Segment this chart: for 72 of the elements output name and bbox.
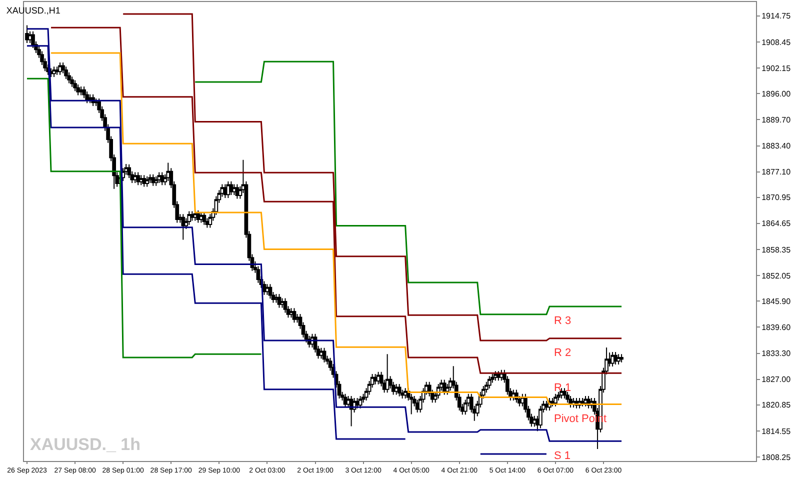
candlestick	[487, 376, 492, 389]
series-label: R 1	[554, 382, 572, 394]
y-tick-label: 1883.40	[762, 142, 792, 151]
series-label: S 1	[554, 450, 571, 462]
candlestick	[25, 24, 29, 44]
candlestick	[385, 354, 390, 394]
y-tick-label: 1889.70	[762, 115, 792, 124]
candlestick	[160, 172, 164, 186]
candlestick	[397, 383, 402, 397]
candlestick	[283, 298, 288, 314]
candlestick	[154, 176, 158, 186]
y-tick-label: 1870.95	[762, 193, 792, 202]
y-tick-label: 1864.65	[762, 219, 792, 228]
y-tick-label: 1902.15	[762, 64, 792, 73]
candlestick	[277, 294, 282, 308]
candlestick	[280, 298, 284, 308]
candlestick	[127, 164, 132, 179]
series-label: R 2	[554, 347, 572, 359]
y-tick-label: 1839.60	[762, 322, 792, 332]
y-tick-label: 1845.90	[762, 296, 792, 306]
series-label: R 3	[554, 315, 572, 327]
candlestick	[289, 308, 294, 318]
candlestick	[349, 395, 354, 427]
candlestick	[616, 354, 620, 365]
y-tick-label: 1808.25	[762, 452, 792, 462]
candlestick	[532, 415, 536, 428]
y-tick-label: 1877.10	[762, 168, 792, 177]
candlestick	[139, 174, 144, 186]
candlestick	[145, 176, 150, 188]
candlestick	[268, 284, 272, 300]
y-tick-label: 1908.45	[762, 38, 792, 47]
candlestick	[136, 172, 140, 186]
candlestick	[142, 174, 146, 188]
candlestick	[614, 352, 618, 365]
candlestick	[82, 86, 86, 99]
candlestick	[202, 212, 206, 226]
y-tick-label: 1814.55	[762, 426, 792, 436]
y-tick-label: 1820.85	[762, 400, 792, 410]
y-tick-label: 1858.35	[762, 245, 792, 254]
candlestick	[64, 66, 68, 80]
line-series	[194, 60, 622, 316]
y-tick-label: 1852.05	[762, 271, 792, 280]
candlestick	[151, 174, 156, 186]
y-tick-label: 1833.30	[762, 349, 792, 358]
candlestick	[76, 84, 80, 96]
candlestick	[442, 379, 446, 396]
chart-title: XAUUSD.,H1	[6, 5, 60, 16]
candlestick	[52, 66, 56, 78]
candlestick	[409, 393, 414, 415]
candlestick	[187, 210, 192, 226]
candlestick	[73, 80, 77, 92]
candlestick	[148, 174, 152, 184]
candlestick	[190, 210, 194, 222]
candlestick	[55, 66, 59, 76]
candlestick	[196, 210, 200, 224]
candlestick	[322, 347, 326, 363]
candlestick	[274, 294, 278, 304]
y-tick-label: 1896.00	[762, 89, 792, 98]
candlestick	[70, 76, 74, 88]
candlestick	[79, 86, 83, 96]
candlestick	[554, 393, 558, 407]
y-tick-label: 1914.75	[762, 12, 792, 21]
candlestick	[181, 214, 186, 240]
candlestick	[620, 354, 624, 363]
candlestick	[58, 62, 62, 76]
candlestick	[562, 388, 566, 399]
candlestick	[538, 405, 542, 429]
candlestick	[292, 308, 296, 324]
line-series	[26, 78, 262, 358]
y-tick-label: 1827.00	[762, 375, 792, 384]
candlestick	[566, 391, 570, 404]
candlestick	[319, 347, 324, 360]
